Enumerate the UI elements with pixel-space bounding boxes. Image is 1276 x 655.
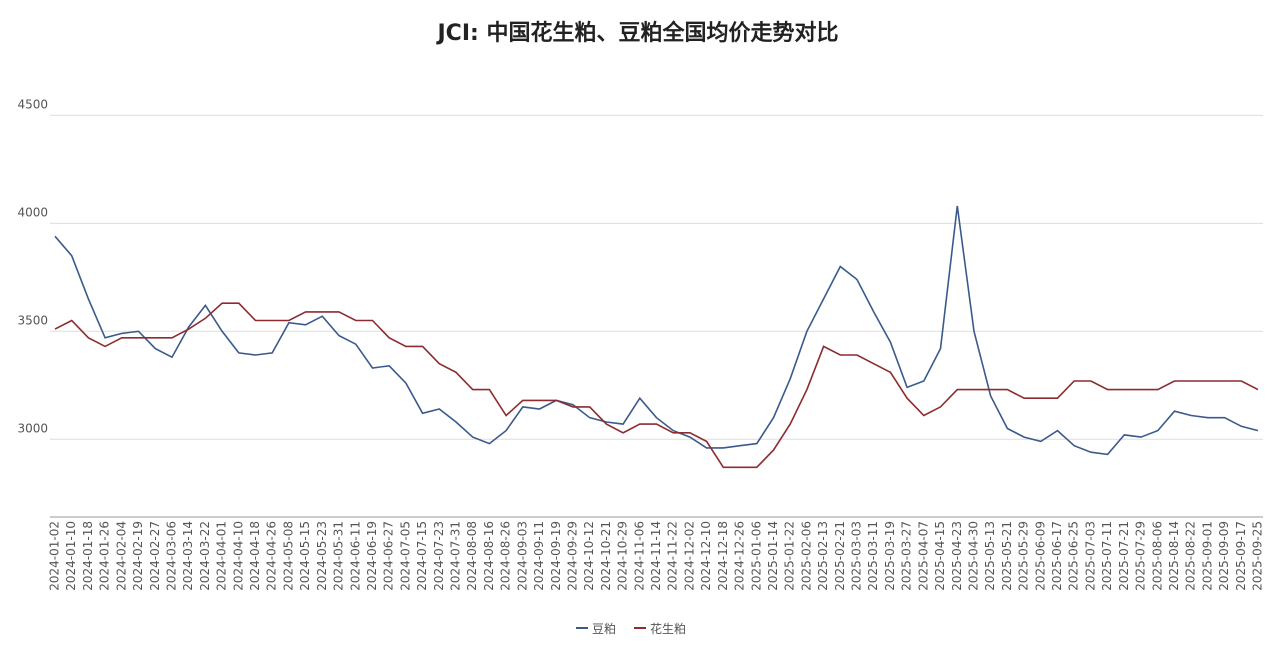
x-tick-label: 2024-04-01	[215, 521, 229, 591]
x-tick-label: 2024-04-10	[231, 521, 245, 591]
x-tick-label: 2025-04-30	[966, 521, 980, 591]
x-tick-label: 2024-06-11	[348, 521, 362, 591]
x-tick-label: 2024-02-04	[114, 521, 128, 591]
x-tick-label: 2025-07-11	[1100, 521, 1114, 591]
x-tick-label: 2024-09-11	[532, 521, 546, 591]
x-tick-label: 2024-03-22	[198, 521, 212, 591]
x-tick-label: 2024-05-31	[332, 521, 346, 591]
x-tick-label: 2025-05-29	[1017, 521, 1031, 591]
series-line	[54, 205, 1259, 456]
x-tick-label: 2025-09-25	[1251, 521, 1265, 591]
y-tick-label: 3500	[17, 313, 48, 327]
legend-label: 花生粕	[650, 621, 686, 636]
x-tick-label: 2025-08-14	[1167, 521, 1181, 591]
x-tick-label: 2024-09-29	[565, 521, 579, 591]
x-tick-label: 2025-04-07	[916, 521, 930, 591]
x-tick-label: 2024-10-21	[599, 521, 613, 591]
x-tick-label: 2024-07-31	[449, 521, 463, 591]
x-tick-label: 2024-12-26	[733, 521, 747, 591]
x-tick-label: 2025-08-06	[1150, 521, 1164, 591]
x-tick-label: 2024-02-27	[148, 521, 162, 591]
x-tick-label: 2024-11-22	[666, 521, 680, 591]
x-tick-label: 2025-07-03	[1083, 521, 1097, 591]
x-tick-label: 2024-01-02	[48, 521, 62, 591]
x-tick-label: 2024-05-15	[298, 521, 312, 591]
chart-title: JCI: 中国花生粕、豆粕全国均价走势对比	[436, 20, 839, 46]
x-tick-label: 2024-01-18	[81, 521, 95, 591]
x-tick-label: 2025-01-14	[766, 521, 780, 591]
x-tick-label: 2024-12-18	[716, 521, 730, 591]
x-tick-label: 2025-03-19	[883, 521, 897, 591]
x-tick-label: 2025-09-01	[1200, 521, 1214, 591]
x-tick-label: 2025-02-13	[816, 521, 830, 591]
x-tick-label: 2024-11-06	[632, 521, 646, 591]
x-tick-label: 2024-11-14	[649, 521, 663, 591]
y-tick-label: 3000	[17, 421, 48, 435]
x-tick-label: 2024-04-26	[265, 521, 279, 591]
x-tick-label: 2024-03-06	[164, 521, 178, 591]
x-tick-label: 2024-10-12	[582, 521, 596, 591]
x-tick-label: 2025-06-17	[1050, 521, 1064, 591]
x-tick-label: 2025-05-21	[1000, 521, 1014, 591]
x-tick-label: 2025-06-09	[1033, 521, 1047, 591]
x-tick-label: 2024-01-26	[98, 521, 112, 591]
y-tick-label: 4500	[17, 97, 48, 111]
x-tick-label: 2025-08-22	[1184, 521, 1198, 591]
x-tick-label: 2024-07-23	[432, 521, 446, 591]
x-tick-label: 2024-12-10	[699, 521, 713, 591]
x-tick-label: 2025-09-17	[1234, 521, 1248, 591]
x-tick-label: 2024-09-03	[515, 521, 529, 591]
x-tick-label: 2025-03-11	[866, 521, 880, 591]
x-tick-label: 2025-05-13	[983, 521, 997, 591]
x-tick-label: 2025-01-06	[749, 521, 763, 591]
series-line	[54, 302, 1259, 469]
x-tick-label: 2024-06-19	[365, 521, 379, 591]
x-tick-label: 2024-12-02	[682, 521, 696, 591]
legend-label: 豆粕	[592, 621, 616, 636]
x-tick-label: 2025-03-03	[850, 521, 864, 591]
x-tick-label: 2024-07-05	[398, 521, 412, 591]
y-tick-label: 4000	[17, 205, 48, 219]
x-tick-label: 2025-04-15	[933, 521, 947, 591]
x-tick-label: 2024-10-29	[616, 521, 630, 591]
x-tick-label: 2024-03-14	[181, 521, 195, 591]
x-tick-label: 2024-06-27	[382, 521, 396, 591]
x-tick-label: 2024-08-08	[465, 521, 479, 591]
x-tick-label: 2024-01-10	[64, 521, 78, 591]
x-tick-label: 2024-07-15	[415, 521, 429, 591]
x-tick-label: 2024-08-26	[499, 521, 513, 591]
x-tick-label: 2025-02-21	[833, 521, 847, 591]
x-tick-label: 2024-02-19	[131, 521, 145, 591]
x-tick-label: 2025-01-22	[783, 521, 797, 591]
x-tick-label: 2024-08-16	[482, 521, 496, 591]
x-tick-label: 2025-03-27	[900, 521, 914, 591]
x-tick-label: 2024-09-19	[549, 521, 563, 591]
x-tick-label: 2025-04-23	[950, 521, 964, 591]
x-tick-label: 2024-05-23	[315, 521, 329, 591]
x-tick-label: 2025-09-09	[1217, 521, 1231, 591]
x-tick-label: 2024-04-18	[248, 521, 262, 591]
x-tick-label: 2025-07-21	[1117, 521, 1131, 591]
x-tick-label: 2025-06-25	[1067, 521, 1081, 591]
x-tick-label: 2024-05-08	[281, 521, 295, 591]
x-tick-label: 2025-07-29	[1134, 521, 1148, 591]
x-tick-label: 2025-02-06	[799, 521, 813, 591]
